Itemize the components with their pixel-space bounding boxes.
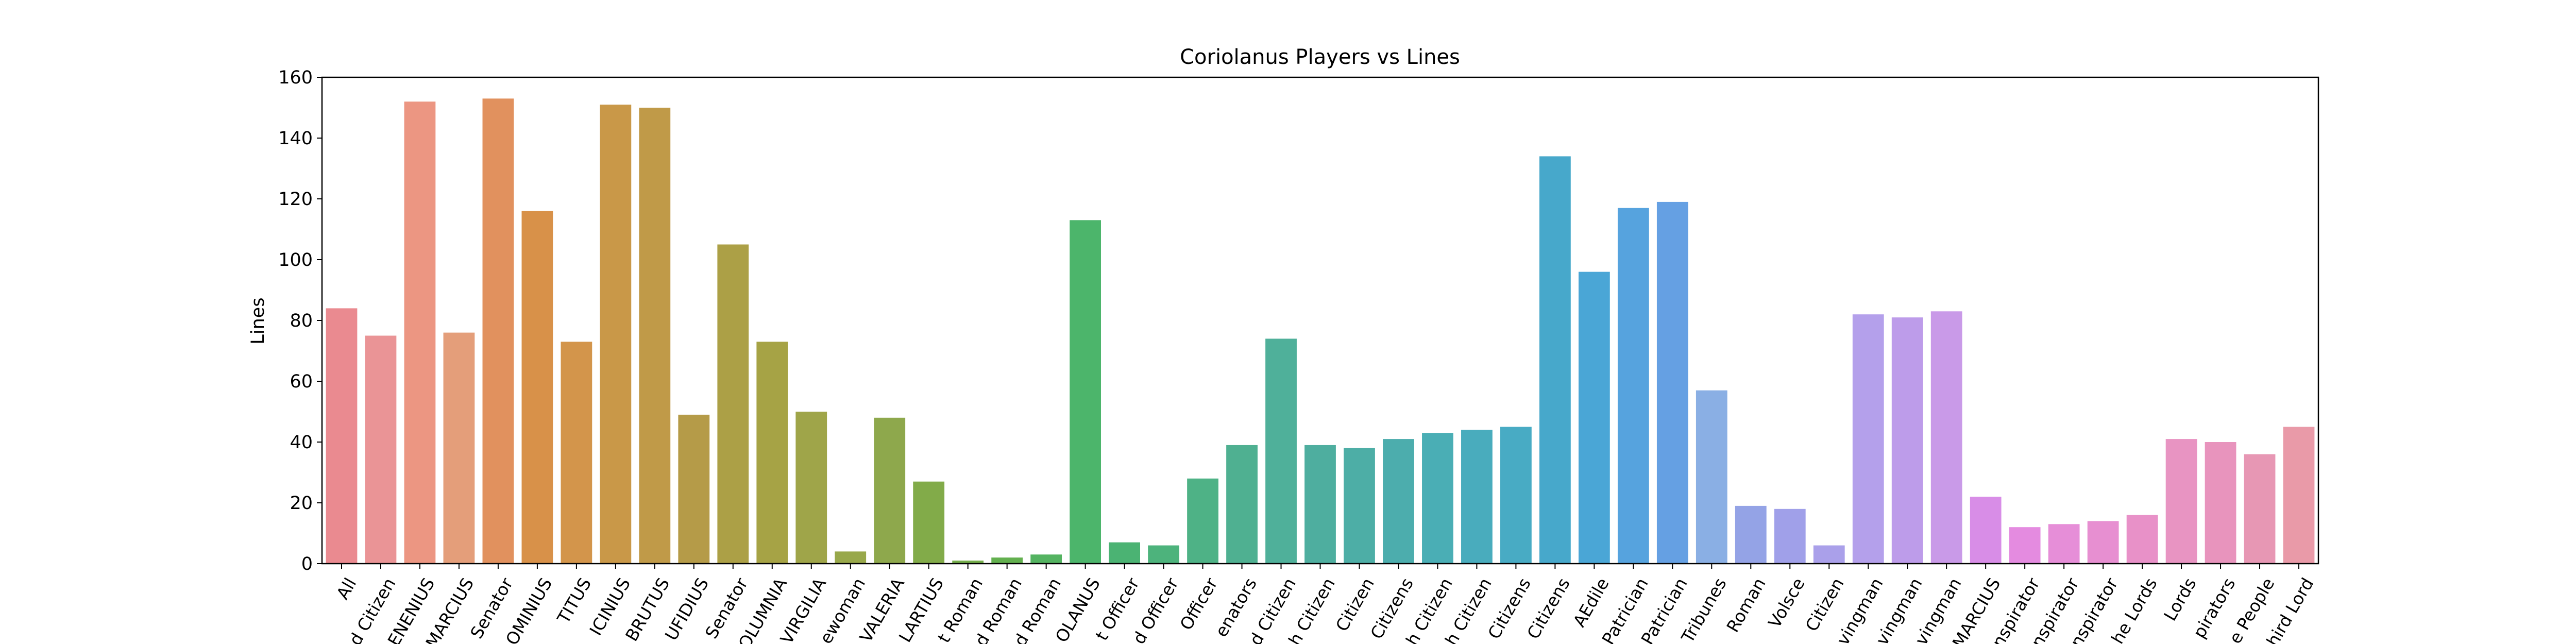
y-tick-label: 160 [278, 67, 313, 88]
bar [1617, 208, 1649, 564]
bar [600, 105, 632, 564]
bar [795, 412, 827, 564]
bar [1656, 201, 1688, 564]
plot-frame [321, 76, 2319, 565]
y-tick-label: 20 [290, 493, 313, 514]
bar [1539, 156, 1571, 564]
bar [2009, 527, 2041, 564]
bar [717, 244, 749, 564]
bar [1696, 390, 1727, 564]
bar [2205, 442, 2236, 564]
y-tick-label: 100 [278, 250, 313, 270]
bar [835, 551, 867, 564]
x-tick-label: AEdile [1569, 574, 1613, 631]
bar [2126, 515, 2158, 564]
x-tick-label: All [332, 574, 360, 603]
y-axis-ticks: 0 20 40 60 80 100 120 140 160 [278, 67, 322, 574]
bar [874, 417, 906, 564]
y-tick-label: 40 [290, 432, 313, 453]
bar [1187, 478, 1218, 564]
bar [1891, 317, 1923, 564]
bar [913, 481, 945, 564]
bar [678, 414, 710, 564]
bar [1500, 427, 1532, 564]
x-tick-label: Lords [2160, 574, 2200, 624]
bar [1735, 505, 1767, 564]
bar [1030, 554, 1062, 564]
bar [1304, 445, 1336, 564]
y-tick-label: 60 [290, 371, 313, 392]
bar [952, 561, 984, 564]
bar [756, 342, 788, 564]
bar [1578, 272, 1610, 564]
bar [2244, 454, 2276, 564]
bar [2283, 427, 2315, 564]
bar [1109, 542, 1140, 564]
y-axis-label: Lines [248, 297, 268, 344]
bar [1383, 439, 1414, 564]
bar [1852, 314, 1884, 564]
x-tick-label: Roman [1722, 574, 1769, 636]
bar [1930, 311, 1962, 564]
bar [1461, 430, 1493, 564]
bar [639, 108, 671, 564]
y-tick-label: 140 [278, 128, 313, 149]
bar [1265, 338, 1297, 564]
y-tick-label: 120 [278, 189, 313, 210]
bar [1344, 448, 1375, 564]
bar [1813, 545, 1845, 564]
bar [1970, 497, 2002, 564]
bar [2087, 521, 2119, 564]
y-tick-label: 0 [301, 554, 313, 574]
bar [1774, 509, 1806, 564]
bar [1070, 220, 1101, 564]
y-tick-label: 80 [290, 311, 313, 331]
bar [482, 98, 514, 564]
x-tick-label: TITUS [553, 574, 595, 628]
bar [991, 557, 1023, 564]
bar [443, 332, 475, 564]
bar [2165, 439, 2197, 564]
bar [365, 335, 397, 564]
bar [2048, 524, 2080, 564]
bar [1148, 545, 1179, 564]
bar [1422, 433, 1453, 564]
bar [1226, 445, 1258, 564]
chart-title: Coriolanus Players vs Lines [1180, 45, 1460, 69]
bar [326, 308, 358, 564]
bars-group [326, 98, 2315, 564]
bar [561, 342, 592, 564]
bar [521, 211, 553, 564]
bar [404, 101, 436, 564]
